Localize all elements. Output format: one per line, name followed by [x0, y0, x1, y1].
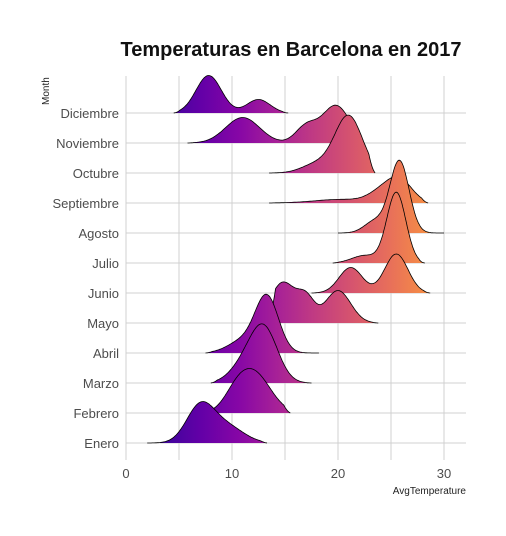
- ridge-febrero: [200, 368, 291, 414]
- y-tick-label: Julio: [92, 256, 119, 271]
- ridge-agosto: [338, 159, 444, 234]
- ridge-outline-diciembre: [173, 75, 289, 114]
- x-tick-label: 20: [331, 466, 345, 481]
- ridge-fill-diciembre: [173, 75, 289, 113]
- ridge-octubre: [269, 114, 376, 174]
- ridge-diciembre: [173, 75, 289, 114]
- ridge-fill-octubre: [269, 115, 376, 173]
- x-tick-label: 10: [225, 466, 239, 481]
- ridge-outline-julio: [332, 191, 425, 264]
- ridge-outline-enero: [147, 401, 268, 444]
- ridge-fill-enero: [147, 401, 267, 443]
- chart-title: Temperaturas en Barcelona en 2017: [121, 39, 462, 61]
- ridge-outline-agosto: [338, 159, 444, 234]
- ridge-junio: [311, 253, 431, 294]
- x-tick-label: 30: [437, 466, 451, 481]
- ridge-fill-febrero: [200, 368, 291, 413]
- ridge-fill-noviembre: [187, 105, 354, 143]
- ridge-fill-julio: [332, 192, 425, 263]
- ridge-mayo: [268, 281, 379, 324]
- y-tick-label: Mayo: [87, 316, 119, 331]
- y-tick-label: Abril: [93, 346, 119, 361]
- ridge-outline-junio: [311, 253, 431, 294]
- y-tick-label: Noviembre: [56, 136, 119, 151]
- y-tick-label: Enero: [84, 436, 119, 451]
- x-tick-labels: 0 10 20 30: [122, 466, 451, 481]
- ridge-noviembre: [187, 104, 355, 144]
- x-axis-label: AvgTemperature: [393, 486, 467, 497]
- ridge-outline-mayo: [268, 281, 379, 324]
- y-tick-label: Diciembre: [60, 106, 119, 121]
- ridge-outline-marzo: [210, 323, 312, 384]
- ridge-enero: [147, 401, 268, 444]
- ridge-fill-marzo: [210, 323, 312, 383]
- ridge-outline-febrero: [200, 368, 291, 414]
- y-tick-label: Febrero: [73, 406, 119, 421]
- x-tick-label: 0: [122, 466, 129, 481]
- y-tick-label: Agosto: [79, 226, 119, 241]
- ridges: [147, 75, 444, 444]
- y-tick-label: Septiembre: [53, 196, 119, 211]
- ridge-marzo: [210, 323, 312, 384]
- y-tick-labels: Enero Febrero Marzo Abril Mayo Junio Julio Agos…: [53, 106, 120, 451]
- y-axis-label: Month: [41, 77, 52, 105]
- ridge-fill-mayo: [269, 281, 379, 323]
- ridge-fill-agosto: [338, 160, 444, 233]
- y-tick-label: Marzo: [83, 376, 119, 391]
- ridge-fill-junio: [311, 254, 431, 293]
- ridge-outline-octubre: [269, 114, 376, 174]
- y-tick-label: Junio: [88, 286, 119, 301]
- y-tick-label: Octubre: [73, 166, 119, 181]
- ridge-outline-noviembre: [187, 104, 355, 144]
- ridge-julio: [332, 191, 425, 264]
- ridge-outline-abril: [205, 293, 319, 354]
